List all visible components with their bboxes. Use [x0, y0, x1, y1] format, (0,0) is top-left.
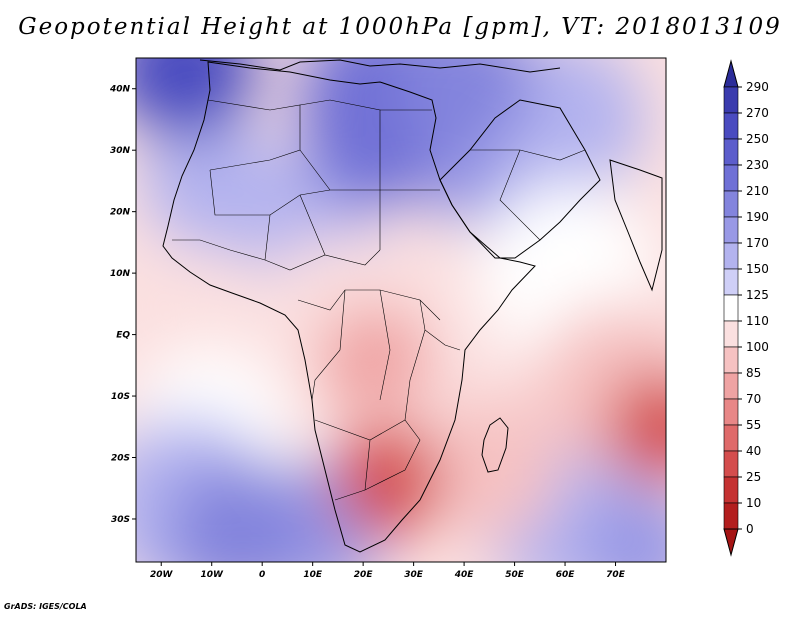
madagascar-coastline — [481, 417, 509, 473]
border-sahara — [299, 99, 381, 191]
x-tick-label: 20E — [354, 570, 374, 580]
y-axis: 40N 30N 20N 10N EQ 10S 20S 30S — [109, 85, 136, 525]
map-frame — [135, 57, 667, 563]
colorbar-label: 100 — [746, 340, 769, 354]
colorbar-label: 25 — [746, 470, 761, 484]
y-tick-label: 40N — [109, 85, 131, 95]
feature-northwest-africa-high — [136, 58, 257, 141]
y-tick-label: 10S — [111, 392, 130, 402]
southern-europe-coastline — [199, 59, 561, 73]
border-west-africa — [172, 239, 381, 271]
feature-south-atlantic-high — [166, 461, 307, 562]
x-tick-label: 70E — [606, 570, 626, 580]
colorbar-label: 125 — [746, 288, 769, 302]
colorbar-label: 10 — [746, 496, 761, 510]
arabia-coastline — [439, 99, 601, 259]
colorbar-label: 270 — [746, 106, 769, 120]
colorbar-label: 290 — [746, 80, 769, 94]
border-east-africa — [379, 289, 461, 421]
colorbar-segment — [723, 86, 739, 114]
colorbar-segment — [723, 242, 739, 270]
colorbar-label: 0 — [746, 522, 754, 536]
country-borders — [172, 99, 586, 501]
colorbar-label: 170 — [746, 236, 769, 250]
field-region-14 — [419, 399, 560, 540]
colorbar-segment — [723, 372, 739, 400]
colorbar-label: 190 — [746, 210, 769, 224]
y-tick-label: EQ — [116, 331, 130, 341]
colorbar-top-arrow — [723, 59, 739, 88]
y-tick-label: 30N — [110, 146, 131, 156]
x-tick-label: 0 — [259, 570, 265, 580]
border-southern-africa — [314, 419, 421, 501]
colorbar-segment — [723, 190, 739, 218]
x-tick-label: 30E — [404, 570, 424, 580]
y-tick-label: 20S — [111, 454, 130, 464]
colorbar-bottom-arrow — [723, 528, 739, 557]
colorbar-label: 150 — [746, 262, 769, 276]
border-arabia — [470, 149, 586, 241]
x-axis: 20W 10W 0 10E 20E 30E 40E 50E 60E 70E — [150, 562, 626, 580]
colorbar-label: 55 — [746, 418, 761, 432]
colorbar-label: 110 — [746, 314, 769, 328]
y-tick-label: 30S — [111, 515, 130, 525]
x-tick-label: 60E — [556, 570, 576, 580]
africa-coastline — [162, 61, 536, 553]
colorbar-segment — [723, 320, 739, 348]
x-tick-label: 10E — [303, 570, 323, 580]
y-tick-label: 20N — [110, 208, 131, 218]
colorbar-label: 210 — [746, 184, 769, 198]
grads-credit: GrADS: IGES/COLA — [4, 602, 87, 611]
feature-iranian-high — [394, 58, 535, 153]
field-region-12 — [580, 489, 666, 562]
colorbar-segment — [723, 112, 739, 140]
colorbar-segment — [723, 476, 739, 504]
border-central-africa — [297, 289, 441, 401]
feature-southern-africa-low — [333, 427, 444, 538]
colorbar-label: 85 — [746, 366, 761, 380]
border-sahel — [209, 169, 331, 261]
y-tick-label: 10N — [110, 269, 131, 279]
colorbar-segment — [723, 398, 739, 426]
x-tick-label: 10W — [200, 570, 224, 580]
colorbar-label: 250 — [746, 132, 769, 146]
colorbar-segment — [723, 268, 739, 296]
colorbar-segment — [723, 138, 739, 166]
colorbar-segment — [723, 346, 739, 374]
colorbar-segment — [723, 424, 739, 452]
colorbar-label: 40 — [746, 444, 761, 458]
feature-congo-trough — [318, 304, 429, 415]
height-field — [136, 58, 666, 562]
chart-title: Geopotential Height at 1000hPa [gpm], VT… — [18, 14, 782, 40]
colorbar-label: 230 — [746, 158, 769, 172]
border-maghreb — [207, 99, 301, 171]
x-tick-label: 20W — [150, 570, 174, 580]
india-coastline — [609, 159, 663, 292]
colorbar-segment — [723, 294, 739, 322]
x-tick-label: 50E — [505, 570, 525, 580]
feature-indian-ocean-low — [605, 371, 666, 482]
colorbar-label: 70 — [746, 392, 761, 406]
colorbar-segment — [723, 164, 739, 192]
border-egypt-sudan — [379, 109, 440, 250]
coastlines — [162, 59, 663, 553]
colorbar-segment — [723, 450, 739, 478]
field-region-6 — [136, 243, 222, 364]
colorbar: 2902702502302101901701501251101008570554… — [723, 59, 769, 557]
colorbar-segment — [723, 502, 739, 530]
x-tick-label: 40E — [454, 570, 475, 580]
map-area — [136, 58, 666, 562]
colorbar-segment — [723, 216, 739, 244]
